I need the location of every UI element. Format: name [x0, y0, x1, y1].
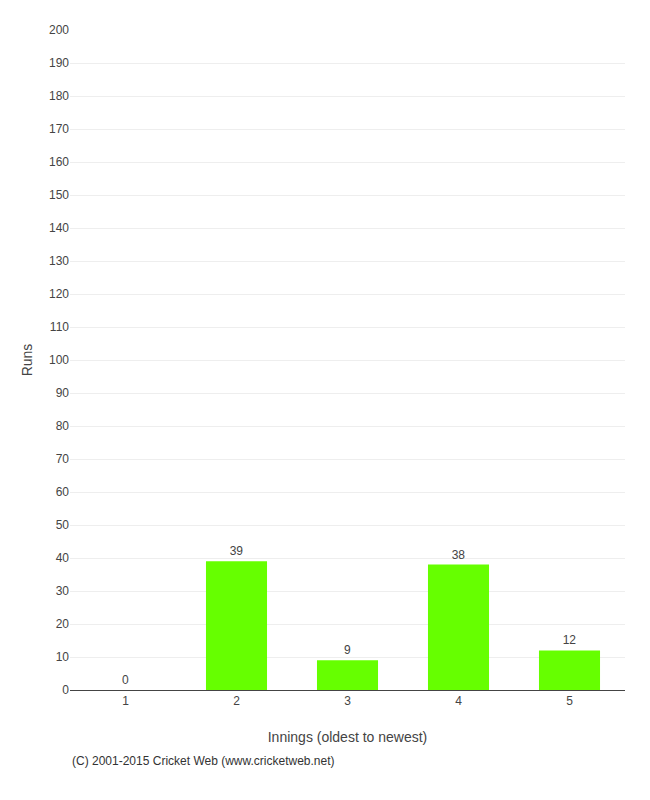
svg-text:70: 70 — [56, 452, 70, 466]
svg-text:110: 110 — [50, 320, 69, 334]
svg-text:140: 140 — [49, 221, 69, 235]
svg-text:180: 180 — [49, 89, 69, 103]
svg-text:130: 130 — [49, 254, 69, 268]
svg-text:Innings (oldest to newest): Innings (oldest to newest) — [268, 729, 428, 745]
svg-text:39: 39 — [230, 544, 244, 558]
svg-text:0: 0 — [62, 683, 69, 697]
svg-text:150: 150 — [49, 188, 69, 202]
svg-text:90: 90 — [56, 386, 70, 400]
svg-text:60: 60 — [56, 485, 70, 499]
svg-text:160: 160 — [49, 155, 69, 169]
svg-text:12: 12 — [563, 633, 577, 647]
svg-text:5: 5 — [566, 694, 573, 708]
svg-text:30: 30 — [56, 584, 70, 598]
svg-text:4: 4 — [455, 694, 462, 708]
svg-text:20: 20 — [56, 617, 70, 631]
svg-text:0: 0 — [122, 673, 129, 687]
svg-text:40: 40 — [56, 551, 70, 565]
svg-text:170: 170 — [49, 122, 69, 136]
svg-text:38: 38 — [452, 548, 466, 562]
svg-text:120: 120 — [49, 287, 69, 301]
svg-text:2: 2 — [233, 694, 240, 708]
svg-text:200: 200 — [49, 23, 69, 37]
svg-text:10: 10 — [56, 650, 70, 664]
svg-text:190: 190 — [49, 56, 69, 70]
svg-text:3: 3 — [344, 694, 351, 708]
svg-text:Runs: Runs — [19, 344, 35, 377]
svg-text:80: 80 — [56, 419, 70, 433]
svg-text:(C) 2001-2015 Cricket Web (www: (C) 2001-2015 Cricket Web (www.cricketwe… — [72, 754, 335, 768]
svg-text:9: 9 — [344, 643, 351, 657]
svg-text:50: 50 — [56, 518, 70, 532]
svg-text:100: 100 — [49, 353, 69, 367]
svg-text:1: 1 — [122, 694, 129, 708]
